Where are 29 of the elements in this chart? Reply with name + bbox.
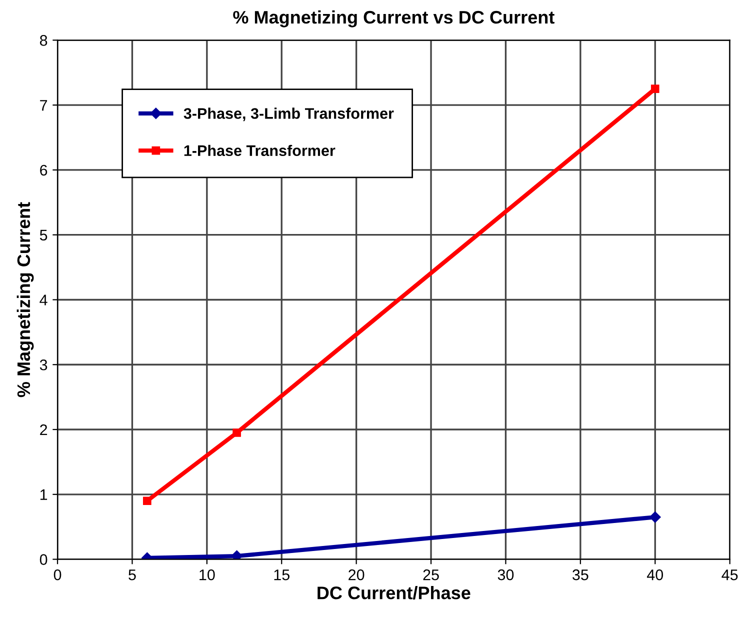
- y-tick-label: 1: [40, 489, 48, 500]
- x-tick-label: 20: [348, 569, 364, 580]
- chart-title: % Magnetizing Current vs DC Current: [233, 10, 554, 28]
- x-tick-label: 10: [200, 569, 215, 580]
- x-tick-label: 45: [722, 570, 738, 580]
- x-tick-label: 15: [274, 570, 290, 580]
- y-tick-label: 2: [40, 424, 48, 436]
- point: [650, 84, 660, 94]
- point: [232, 428, 241, 437]
- y-tick-label: 6: [40, 164, 48, 176]
- x-tick-label: 30: [498, 569, 514, 580]
- point: [650, 512, 661, 523]
- y-tick-label: 8: [40, 35, 48, 46]
- point: [142, 496, 152, 506]
- x-tick-label: 35: [572, 569, 588, 580]
- x-tick-label: 25: [423, 569, 439, 580]
- y-tick-label: 7: [40, 100, 48, 111]
- x-tick-label: 0: [54, 569, 62, 580]
- legend-label: 1-Phase Transformer: [184, 144, 336, 156]
- y-tick-label: 4: [40, 294, 48, 306]
- y-tick-label: 5: [40, 230, 48, 241]
- y-tick-label: 3: [40, 359, 48, 370]
- y-axis-title: % Magnetizing Current: [16, 202, 34, 398]
- x-axis-title: DC Current/Phase: [318, 586, 470, 600]
- point: [231, 550, 242, 560]
- x-tick-label: 40: [646, 569, 664, 580]
- y-tick-label: 0: [40, 554, 48, 565]
- legend-label: 3-Phase, 3-Limb Transformer: [184, 108, 394, 122]
- x-tick-label: 5: [128, 570, 136, 580]
